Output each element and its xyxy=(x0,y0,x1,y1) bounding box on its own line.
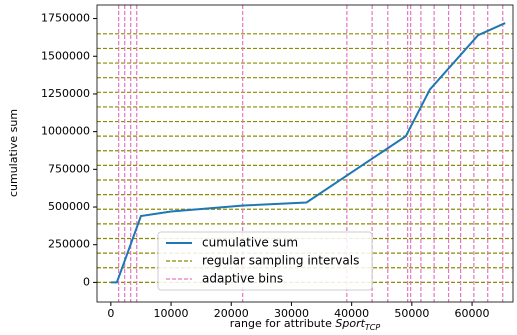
y-axis-label: cumulative sum xyxy=(7,109,20,197)
x-axis-label: range for attribute SportTCP xyxy=(230,317,381,332)
x-tick-label: 30000 xyxy=(274,307,309,320)
plot-frame xyxy=(96,4,514,303)
x-tick-label: 50000 xyxy=(394,307,429,320)
y-tick-label: 1500000 xyxy=(41,49,90,62)
y-tick-label: 500000 xyxy=(48,200,90,213)
series-line xyxy=(110,22,506,284)
y-tick-label: 250000 xyxy=(48,238,90,251)
x-tick-label: 10000 xyxy=(154,307,189,320)
legend-label: adaptive bins xyxy=(202,272,283,286)
legend-label: regular sampling intervals xyxy=(202,254,359,268)
legend-box xyxy=(157,231,373,291)
y-tick-label: 0 xyxy=(83,275,90,288)
x-tick-label: 40000 xyxy=(334,307,369,320)
y-tick-label: 1000000 xyxy=(41,125,90,138)
x-tick-label: 0 xyxy=(107,307,114,320)
legend-label: cumulative sum xyxy=(202,236,298,250)
x-tick-label: 20000 xyxy=(214,307,249,320)
y-tick-label: 1750000 xyxy=(41,12,90,25)
y-tick-label: 1250000 xyxy=(41,87,90,100)
y-tick-label: 750000 xyxy=(48,162,90,175)
plot xyxy=(97,5,513,302)
x-tick-label: 60000 xyxy=(455,307,490,320)
